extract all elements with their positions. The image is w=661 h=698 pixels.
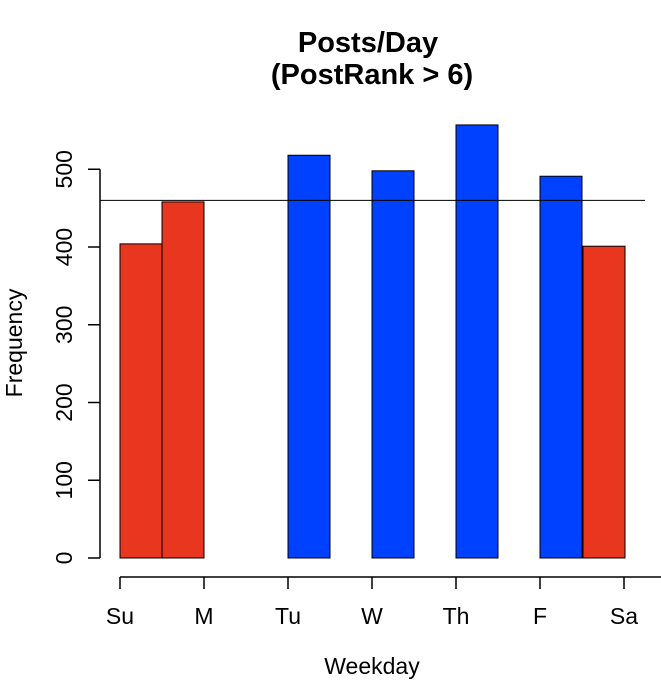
x-tick-label: W: [361, 603, 383, 629]
bar-f: [539, 175, 583, 559]
y-tick-label: 100: [51, 461, 77, 499]
x-tick-label: Su: [106, 603, 134, 629]
bar-su: [119, 243, 163, 559]
chart-title: Posts/Day: [298, 27, 438, 59]
y-tick-label: 300: [51, 306, 77, 344]
y-tick-label: 500: [51, 150, 77, 188]
y-tick-label: 0: [51, 552, 77, 565]
bars-group: [119, 124, 626, 559]
y-tick-label: 400: [51, 228, 77, 266]
x-tick-label: M: [194, 603, 213, 629]
x-axis: Su M Tu W Th F Sa: [106, 576, 661, 629]
chart-subtitle: (PostRank > 6): [271, 59, 473, 91]
x-tick-label: Tu: [275, 603, 301, 629]
y-tick-label: 200: [51, 383, 77, 421]
bar-w: [371, 170, 415, 559]
title-group: Posts/Day (PostRank > 6): [271, 27, 473, 91]
x-axis-label: Weekday: [324, 653, 420, 679]
y-axis-label: Frequency: [1, 288, 27, 397]
x-tick-label: F: [533, 603, 547, 629]
bar-tu: [287, 154, 331, 559]
y-axis: 0 100 200 300 400 500: [51, 150, 101, 565]
bar-sa: [582, 245, 626, 559]
x-tick-label: Sa: [610, 603, 638, 629]
bar-th: [455, 124, 499, 559]
x-tick-label: Th: [443, 603, 470, 629]
bar-m: [161, 201, 205, 559]
